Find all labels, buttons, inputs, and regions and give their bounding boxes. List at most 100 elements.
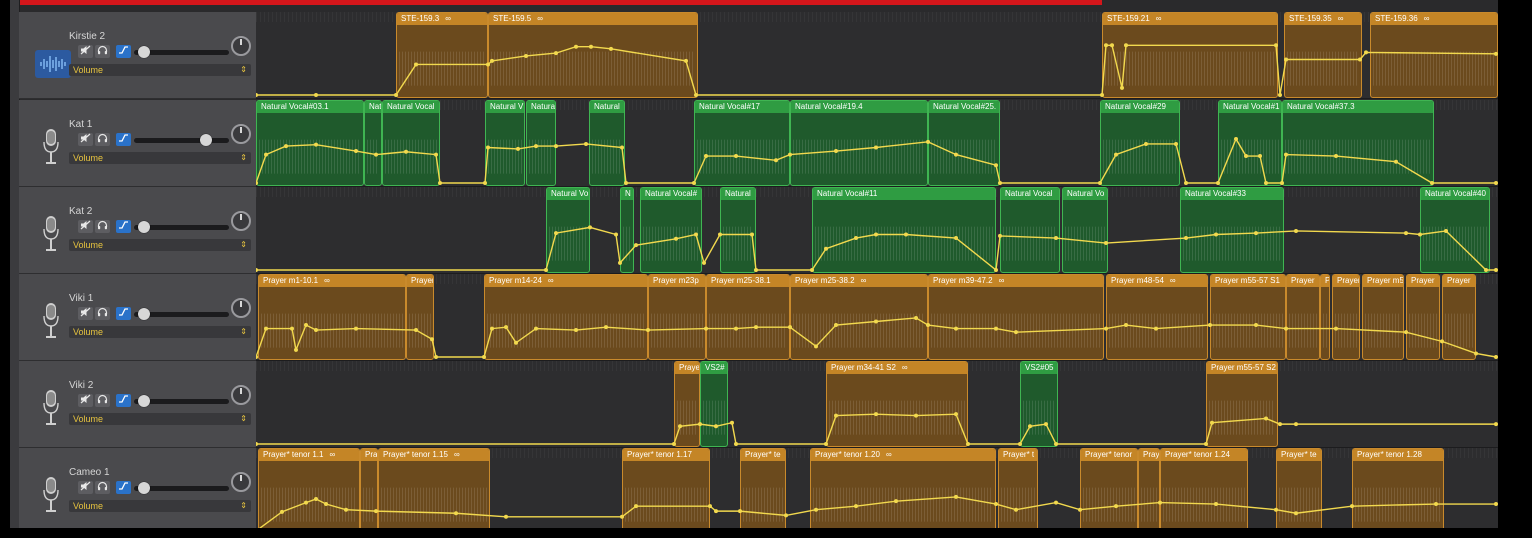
mute-button[interactable]	[78, 45, 93, 58]
audio-region[interactable]: Prayer	[1286, 274, 1320, 360]
automation-node[interactable]	[646, 328, 650, 333]
audio-region[interactable]: Natural Vocal#29	[1100, 100, 1180, 186]
automation-node[interactable]	[620, 514, 624, 519]
automation-node[interactable]	[1114, 152, 1118, 157]
automation-node[interactable]	[534, 144, 538, 149]
automation-node[interactable]	[1028, 424, 1032, 429]
audio-region[interactable]: Natural Vocal#1	[1218, 100, 1282, 186]
track-lane-kat-1[interactable]: Natural Vocal#03.1 Nat Natural Vocal Natura…	[256, 100, 1498, 187]
automation-node[interactable]	[1234, 136, 1238, 141]
volume-slider[interactable]	[134, 312, 229, 317]
automation-node[interactable]	[490, 326, 494, 331]
automation-node[interactable]	[589, 44, 593, 49]
audio-region[interactable]: Prayer	[1332, 274, 1360, 360]
automation-node[interactable]	[854, 504, 858, 509]
automation-node[interactable]	[504, 325, 508, 330]
audio-region[interactable]: Prayer* tenor	[1080, 448, 1138, 528]
headphones-button[interactable]	[95, 394, 110, 407]
automation-node[interactable]	[1264, 416, 1268, 421]
automation-node[interactable]	[394, 93, 398, 97]
audio-region[interactable]: Prayer* tenor 1.20 ∞	[810, 448, 996, 528]
automation-button[interactable]	[116, 481, 131, 494]
automation-node[interactable]	[1280, 181, 1284, 185]
automation-node[interactable]	[524, 53, 528, 58]
volume-automation-curve[interactable]	[256, 274, 1498, 361]
automation-node[interactable]	[588, 225, 592, 230]
automation-button[interactable]	[116, 45, 131, 58]
automation-node[interactable]	[554, 144, 558, 149]
audio-region[interactable]: Prayer* tenor 1.24	[1160, 448, 1248, 528]
audio-region[interactable]: Prayer	[1442, 274, 1476, 360]
automation-node[interactable]	[482, 355, 486, 359]
audio-region[interactable]: Natural Vocal#	[640, 187, 702, 273]
automation-node[interactable]	[374, 152, 378, 157]
automation-node[interactable]	[634, 504, 638, 509]
automation-node[interactable]	[754, 268, 758, 272]
automation-node[interactable]	[1158, 500, 1162, 505]
headphones-button[interactable]	[95, 45, 110, 58]
automation-node[interactable]	[1494, 422, 1498, 427]
automation-node[interactable]	[966, 442, 970, 446]
automation-node[interactable]	[678, 424, 682, 429]
audio-region[interactable]: Pra	[360, 448, 378, 528]
automation-node[interactable]	[534, 326, 538, 331]
automation-node[interactable]	[430, 337, 434, 342]
automation-node[interactable]	[874, 145, 878, 150]
automation-node[interactable]	[374, 509, 378, 514]
automation-node[interactable]	[609, 46, 613, 51]
automation-node[interactable]	[354, 149, 358, 154]
automation-node[interactable]	[256, 268, 258, 272]
automation-node[interactable]	[738, 509, 742, 514]
audio-region[interactable]: Natural Vocal	[382, 100, 440, 186]
automation-node[interactable]	[1216, 181, 1220, 185]
automation-node[interactable]	[1278, 422, 1282, 427]
automation-node[interactable]	[1104, 43, 1108, 48]
automation-node[interactable]	[1210, 420, 1214, 425]
automation-node[interactable]	[1014, 507, 1018, 512]
volume-slider[interactable]	[134, 225, 229, 230]
audio-region[interactable]: Natura	[526, 100, 556, 186]
automation-node[interactable]	[604, 325, 608, 330]
automation-node[interactable]	[624, 181, 628, 185]
mute-button[interactable]	[78, 481, 93, 494]
automation-node[interactable]	[1494, 181, 1498, 185]
automation-node[interactable]	[1104, 241, 1108, 246]
track-name[interactable]: Cameo 1	[69, 467, 110, 478]
automation-node[interactable]	[834, 413, 838, 418]
automation-parameter-menu[interactable]: Volume ⇕	[69, 152, 251, 164]
automation-node[interactable]	[674, 236, 678, 241]
automation-node[interactable]	[734, 154, 738, 159]
automation-node[interactable]	[704, 154, 708, 159]
audio-region[interactable]: Natural Vocal#19.4	[790, 100, 928, 186]
automation-line[interactable]	[256, 226, 1496, 272]
automation-parameter-menu[interactable]: Volume ⇕	[69, 326, 251, 338]
automation-node[interactable]	[1014, 330, 1018, 335]
track-lane-viki-1[interactable]: Prayer m1-10.1 ∞ Prayer Prayer m14-24 ∞ Praye…	[256, 274, 1498, 361]
automation-node[interactable]	[1364, 50, 1368, 55]
automation-node[interactable]	[1264, 181, 1268, 185]
audio-region[interactable]: Prayer* te	[740, 448, 786, 528]
automation-node[interactable]	[750, 232, 754, 237]
automation-node[interactable]	[304, 500, 308, 505]
automation-node[interactable]	[788, 152, 792, 157]
automation-node[interactable]	[1120, 85, 1124, 90]
audio-region[interactable]: Prayer m48-54 ∞	[1106, 274, 1208, 360]
track-header-kat-2[interactable]: Kat 2 Volume ⇕	[19, 187, 256, 274]
automation-node[interactable]	[574, 328, 578, 333]
headphones-button[interactable]	[95, 133, 110, 146]
automation-node[interactable]	[1054, 236, 1058, 241]
automation-node[interactable]	[1254, 323, 1258, 328]
audio-region[interactable]: Natural Vocal#17	[694, 100, 790, 186]
automation-node[interactable]	[1284, 326, 1288, 331]
volume-slider-knob[interactable]	[138, 308, 151, 320]
automation-node[interactable]	[914, 315, 918, 320]
automation-node[interactable]	[486, 62, 490, 67]
automation-node[interactable]	[994, 268, 998, 272]
automation-node[interactable]	[516, 146, 520, 151]
audio-region[interactable]: Prayer m25-38.1	[706, 274, 790, 360]
automation-node[interactable]	[994, 163, 998, 168]
automation-node[interactable]	[314, 328, 318, 333]
automation-node[interactable]	[1078, 507, 1082, 512]
automation-node[interactable]	[1208, 323, 1212, 328]
automation-node[interactable]	[1244, 154, 1248, 159]
